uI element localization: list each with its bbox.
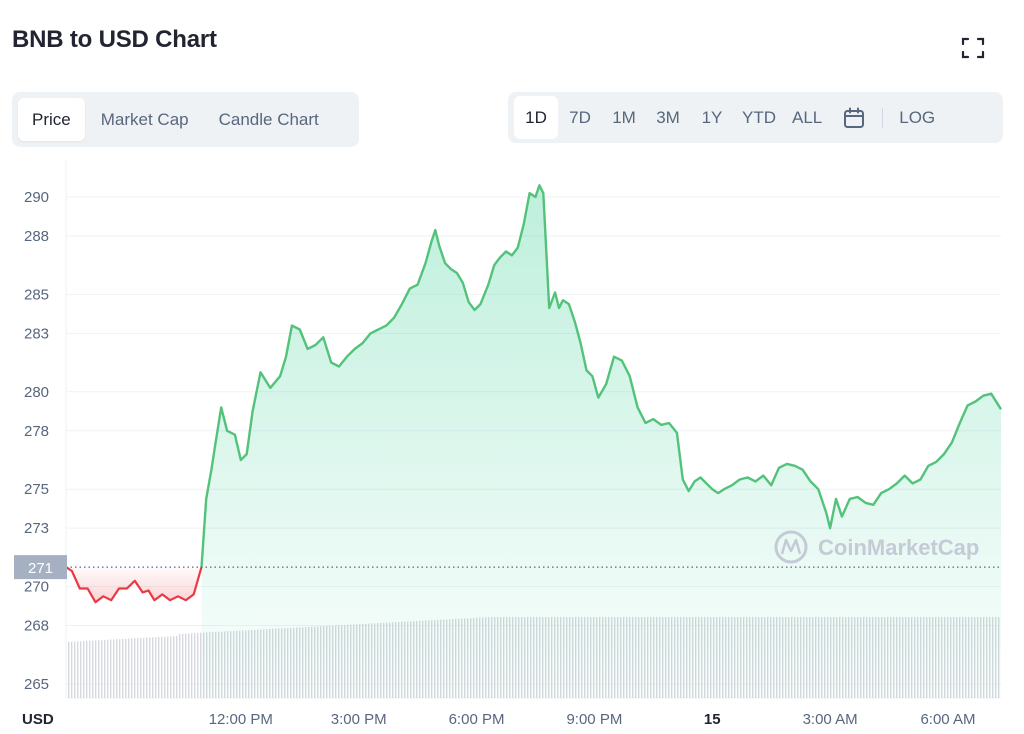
volume-bar (146, 637, 148, 698)
volume-bar (89, 640, 91, 698)
volume-bar (188, 633, 190, 698)
volume-bar (149, 637, 151, 698)
price-area-up (201, 185, 1001, 699)
x-tick-label: 6:00 AM (920, 711, 975, 728)
volume-bar (194, 633, 196, 698)
chart-canvas[interactable]: CoinMarketCap 265 268 270 273 275 278 280 283 28… (0, 150, 1024, 734)
volume-bar (200, 632, 202, 698)
y-tick-label: 290 (24, 189, 49, 206)
time-range-tabs: 1D 7D 1M 3M 1Y YTD ALL LOG (508, 92, 1003, 143)
range-1y[interactable]: 1Y (701, 107, 723, 127)
x-tick-label: 3:00 PM (331, 711, 387, 728)
coinmarketcap-watermark: CoinMarketCap (774, 530, 979, 564)
volume-bar (116, 639, 118, 698)
x-tick-label: 3:00 AM (803, 711, 858, 728)
y-tick-label: 268 (24, 618, 49, 635)
volume-bar (80, 641, 82, 698)
volume-bar (164, 636, 166, 698)
volume-bar (86, 640, 88, 698)
x-axis: 12:00 PM 3:00 PM 6:00 PM 9:00 PM 15 3:00 AM 6:… (209, 711, 976, 728)
volume-bar (68, 641, 70, 698)
range-ytd[interactable]: YTD (742, 107, 776, 127)
x-tick-label: 9:00 PM (566, 711, 622, 728)
watermark-text: CoinMarketCap (818, 535, 979, 560)
volume-bar (197, 632, 199, 698)
open-price-tag: 271 (14, 555, 67, 580)
y-tick-label: 283 (24, 325, 49, 342)
currency-label: USD (22, 711, 54, 728)
volume-bar (170, 636, 172, 698)
chart-type-tabs: Price Market Cap Candle Chart (12, 92, 359, 147)
volume-bar (74, 641, 76, 698)
range-3m[interactable]: 3M (656, 107, 680, 127)
volume-bar (104, 639, 106, 698)
log-toggle[interactable]: LOG (899, 107, 936, 127)
volume-bar (182, 633, 184, 698)
separator (882, 107, 884, 128)
volume-bar (173, 636, 175, 698)
tab-market-cap[interactable]: Market Cap (100, 109, 189, 129)
volume-bar (95, 640, 97, 698)
volume-bar (140, 637, 142, 698)
volume-bar (158, 637, 160, 698)
volume-bar (179, 633, 181, 698)
x-tick-label: 12:00 PM (209, 711, 273, 728)
price-area-down (66, 567, 202, 603)
volume-bar (92, 640, 94, 698)
open-price-label: 271 (28, 560, 53, 577)
tab-candle-chart[interactable]: Candle Chart (218, 109, 319, 129)
volume-bar (176, 636, 178, 698)
calendar-icon[interactable] (830, 96, 878, 139)
x-tick-label: 15 (704, 711, 721, 728)
volume-bar (152, 637, 154, 698)
fullscreen-icon[interactable] (960, 36, 986, 60)
volume-bar (155, 637, 157, 698)
y-tick-label: 280 (24, 384, 49, 401)
volume-bar (77, 641, 79, 698)
x-tick-label: 6:00 PM (449, 711, 505, 728)
chart-title: BNB to USD Chart (12, 26, 217, 53)
volume-bar (71, 641, 73, 698)
range-1d[interactable]: 1D (514, 96, 558, 139)
volume-bar (167, 636, 169, 698)
volume-bar (125, 638, 127, 698)
volume-bar (134, 638, 136, 698)
price-chart[interactable]: CoinMarketCap 265 268 270 273 275 278 280 283 28… (0, 150, 1024, 734)
volume-bar (131, 638, 133, 698)
y-tick-label: 270 (24, 579, 49, 596)
volume-bar (128, 638, 130, 698)
volume-bar (191, 633, 193, 698)
price-line-up (200, 184, 1003, 568)
price-line-down (65, 566, 203, 604)
tab-price[interactable]: Price (18, 98, 85, 141)
volume-bar (119, 639, 121, 698)
volume-bar (110, 639, 112, 698)
y-axis: 265 268 270 273 275 278 280 283 285 288 290 (24, 189, 49, 693)
volume-bar (101, 640, 103, 698)
volume-bar (143, 637, 145, 698)
volume-bar (113, 639, 115, 698)
range-7d[interactable]: 7D (569, 107, 591, 127)
range-all[interactable]: ALL (792, 107, 823, 127)
volume-bar (161, 636, 163, 698)
volume-bar (122, 638, 124, 698)
volume-bar (107, 639, 109, 698)
y-tick-label: 273 (24, 520, 49, 537)
y-tick-label: 275 (24, 481, 49, 498)
y-tick-label: 285 (24, 286, 49, 303)
volume-bar (83, 641, 85, 698)
price-area (66, 185, 1001, 699)
y-tick-label: 288 (24, 228, 49, 245)
y-tick-label: 265 (24, 676, 49, 693)
volume-bar (137, 638, 139, 698)
range-1m[interactable]: 1M (612, 107, 636, 127)
volume-bar (98, 640, 100, 698)
price-line (65, 184, 1003, 604)
volume-bar (185, 633, 187, 698)
y-tick-label: 278 (24, 423, 49, 440)
